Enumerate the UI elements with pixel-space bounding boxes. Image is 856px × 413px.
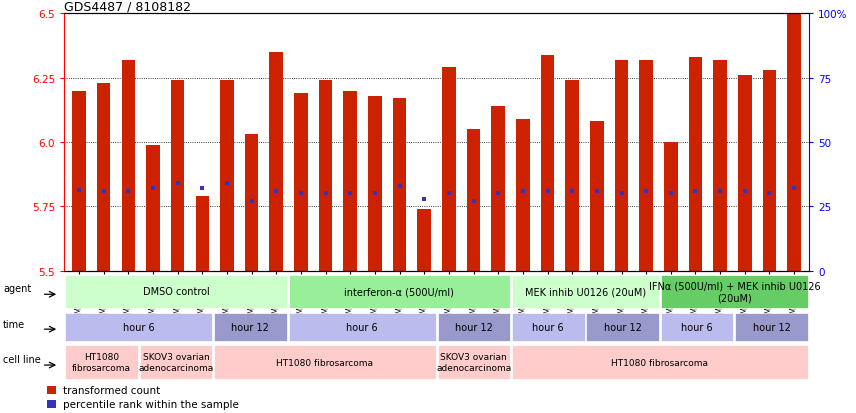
Bar [393,99,407,271]
Bar [566,81,579,271]
Bar [195,197,209,271]
Bar [639,61,653,271]
Bar [437,313,510,341]
Bar [65,345,138,379]
Bar [615,61,628,271]
Bar [47,386,56,394]
Text: time: time [3,319,26,330]
Bar [491,107,505,271]
Bar [65,275,287,308]
Bar [661,275,808,308]
Text: hour 6: hour 6 [123,322,154,332]
Bar [788,14,801,271]
Text: hour 6: hour 6 [347,322,377,332]
Bar [220,81,234,271]
Bar [288,275,510,308]
Text: DMSO control: DMSO control [143,287,209,297]
Bar [368,97,382,271]
Bar [65,313,212,341]
Bar [735,313,808,341]
Bar [541,55,555,271]
Text: hour 12: hour 12 [603,322,642,332]
Bar [47,400,56,408]
Text: hour 12: hour 12 [231,322,270,332]
Text: hour 6: hour 6 [681,322,713,332]
Bar [214,345,436,379]
Bar [763,71,776,271]
Bar [512,313,585,341]
Bar [661,313,734,341]
Text: cell line: cell line [3,354,41,364]
Text: GDS4487 / 8108182: GDS4487 / 8108182 [64,0,191,13]
Bar [97,84,110,271]
Bar [512,275,659,308]
Text: HT1080
fibrosarcoma: HT1080 fibrosarcoma [72,353,131,372]
Bar [512,345,808,379]
Bar [146,145,160,271]
Bar [689,58,702,271]
Bar [437,345,510,379]
Bar [294,94,307,271]
Bar [343,91,357,271]
Bar [418,209,431,271]
Text: transformed count: transformed count [63,385,161,395]
Text: percentile rank within the sample: percentile rank within the sample [63,399,239,409]
Text: HT1080 fibrosarcoma: HT1080 fibrosarcoma [276,358,373,367]
Text: SKOV3 ovarian
adenocarcinoma: SKOV3 ovarian adenocarcinoma [139,353,213,372]
Bar [516,120,530,271]
Bar [214,313,287,341]
Bar [171,81,184,271]
Bar [122,61,135,271]
Bar [442,68,455,271]
Bar [467,130,480,271]
Text: agent: agent [3,284,32,294]
Text: IFNα (500U/ml) + MEK inhib U0126
(20uM): IFNα (500U/ml) + MEK inhib U0126 (20uM) [649,281,820,302]
Bar [664,143,678,271]
Text: SKOV3 ovarian
adenocarcinoma: SKOV3 ovarian adenocarcinoma [437,353,511,372]
Bar [318,81,332,271]
Bar [713,61,727,271]
Text: hour 12: hour 12 [455,322,493,332]
Text: hour 6: hour 6 [532,322,564,332]
Bar [245,135,259,271]
Bar [72,91,86,271]
Bar [288,313,436,341]
Text: HT1080 fibrosarcoma: HT1080 fibrosarcoma [611,358,709,367]
Bar [590,122,603,271]
Text: interferon-α (500U/ml): interferon-α (500U/ml) [344,287,455,297]
Text: MEK inhib U0126 (20uM): MEK inhib U0126 (20uM) [525,287,646,297]
Bar [140,345,212,379]
Text: hour 12: hour 12 [752,322,791,332]
Bar [738,76,752,271]
Bar [270,53,283,271]
Bar [586,313,659,341]
